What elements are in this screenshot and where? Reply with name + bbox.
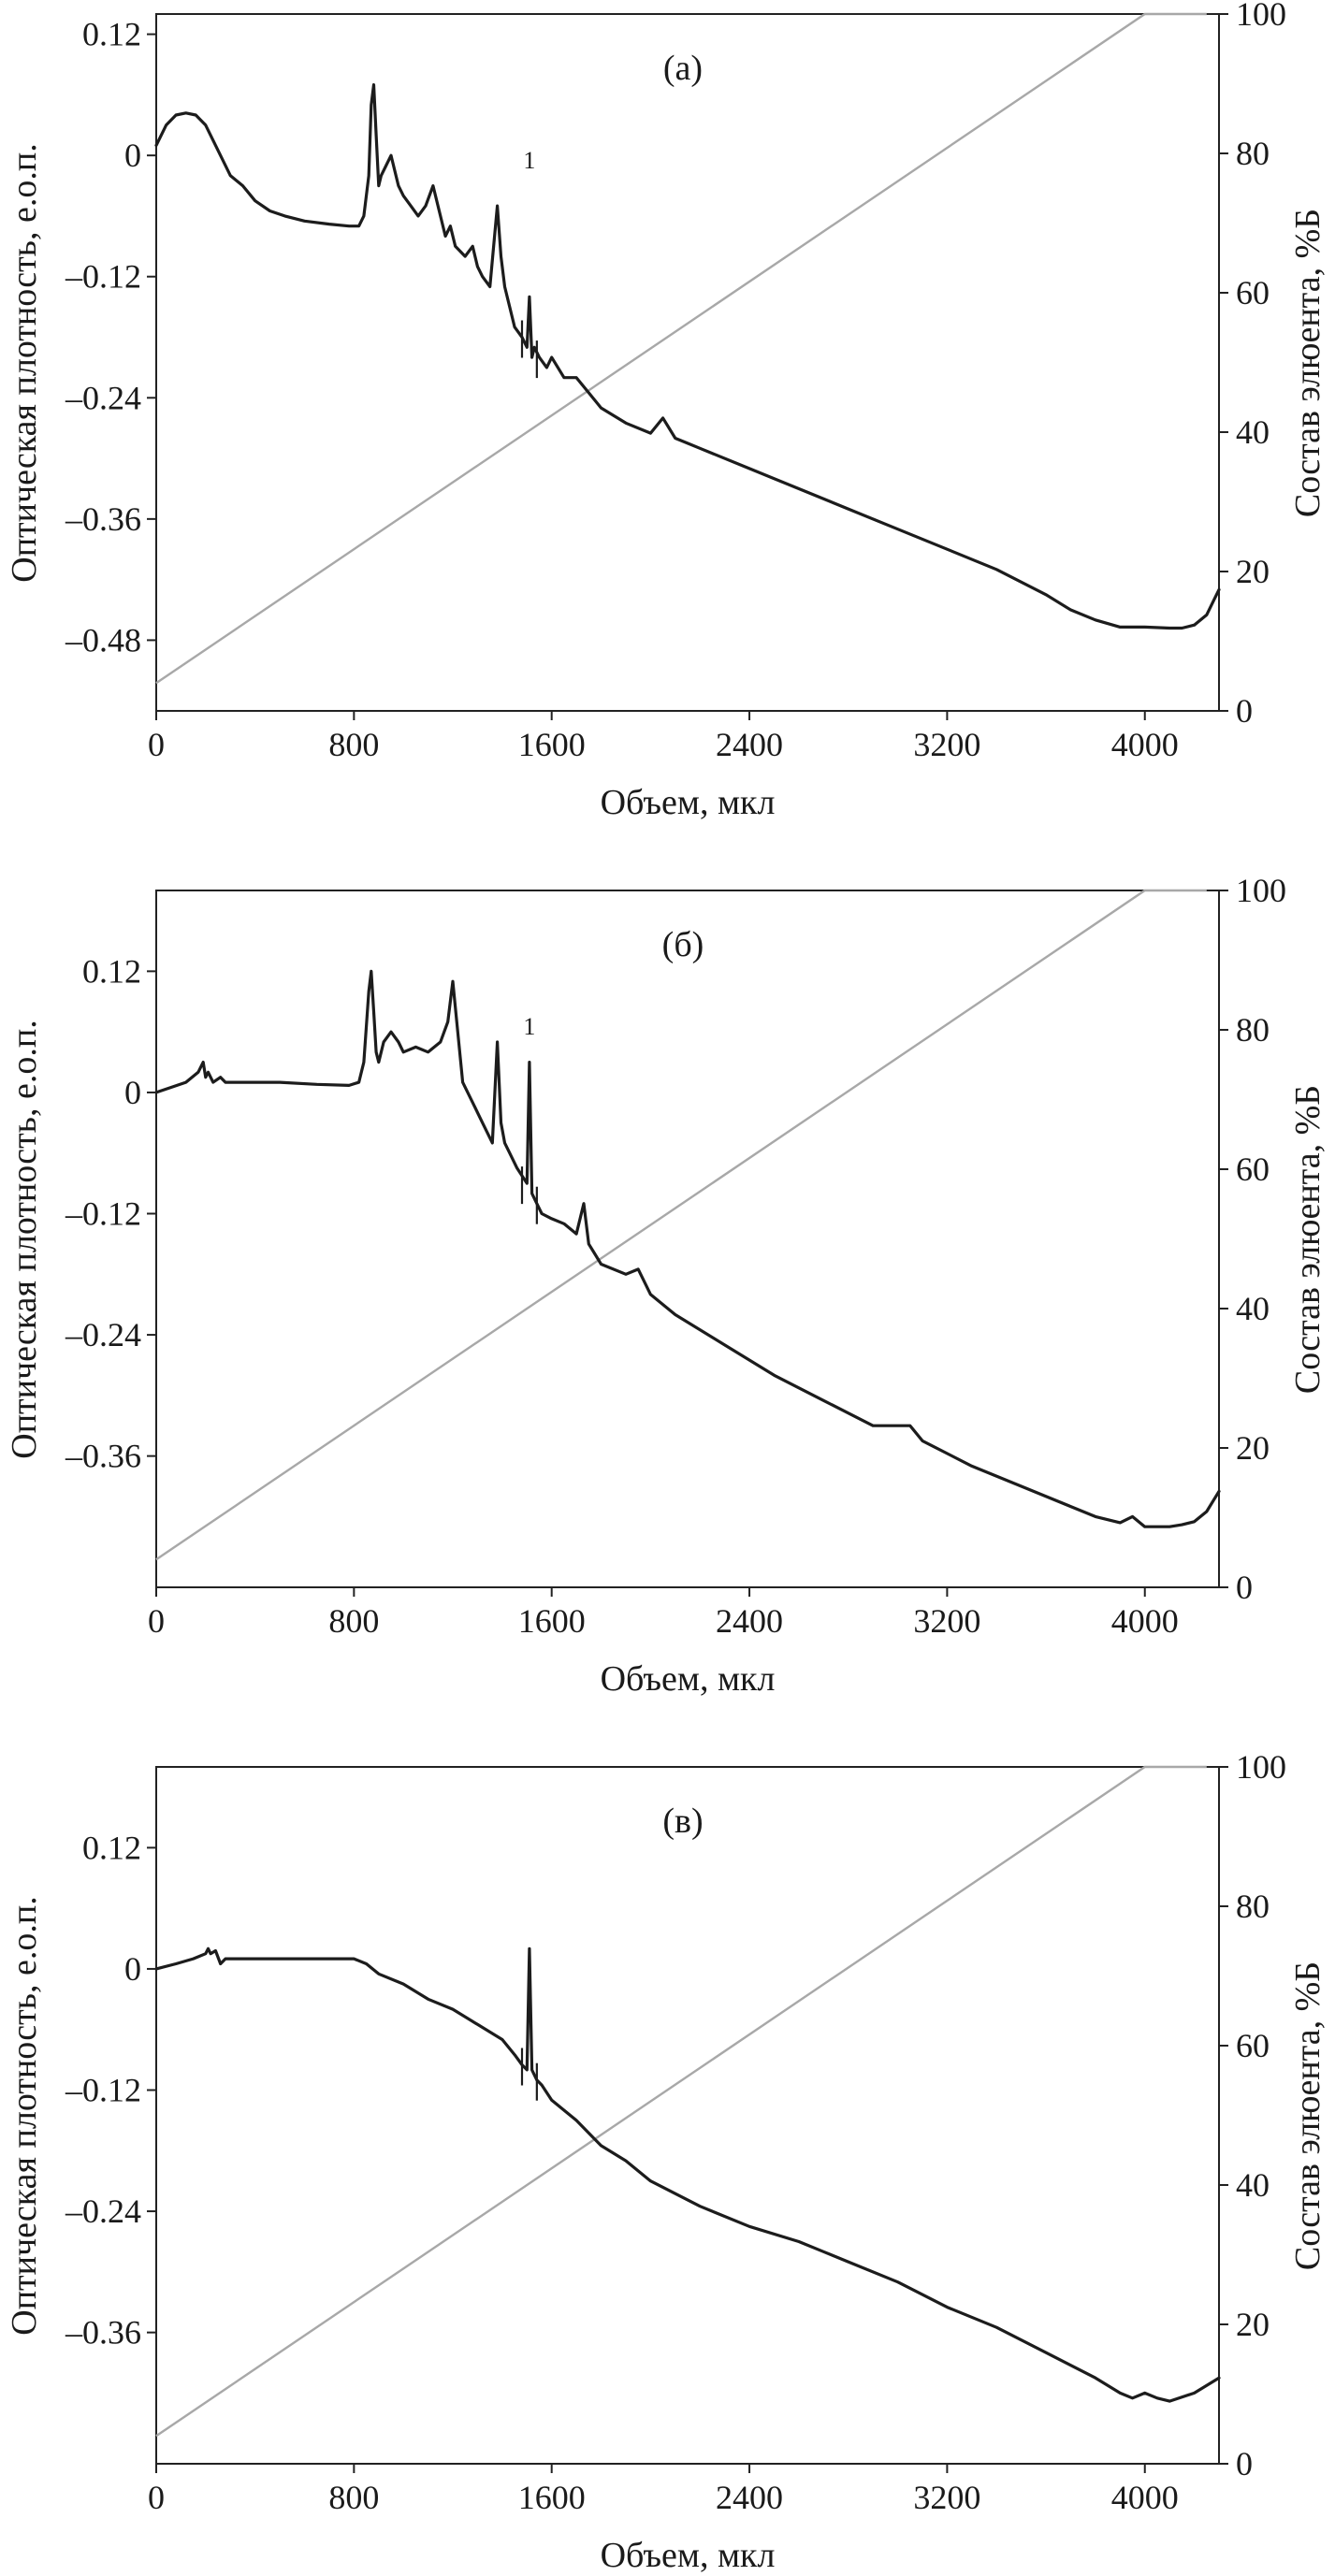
optical-density-trace (154, 83, 1221, 630)
left-y-axis-ticks: 0.12 0 –0.12 –0.24 –0.36 –0.48 (65, 16, 156, 658)
x-axis-title: Объем, мкл (601, 783, 776, 822)
x-tick-label: 800 (328, 2479, 379, 2516)
x-tick-label: 4000 (1111, 2479, 1179, 2516)
x-tick-label: 0 (148, 2479, 165, 2516)
x-axis-ticks: 0 800 1600 2400 3200 4000 (148, 1587, 1179, 1640)
right-y-tick-label: 40 (1236, 1290, 1270, 1327)
right-y-tick-label: 100 (1236, 872, 1286, 909)
left-y-axis-title: Оптическая плотность, е.о.п. (5, 1896, 44, 2335)
plot-frame (155, 1766, 1220, 2465)
x-tick-label: 800 (328, 1602, 379, 1640)
left-y-tick-label: 0 (124, 1950, 141, 1988)
left-y-tick-label: –0.24 (65, 1316, 141, 1353)
x-axis-ticks: 0 800 1600 2400 3200 4000 (148, 711, 1179, 763)
peak-number-label: 1 (523, 147, 535, 174)
peak-annotation-group: 1 (520, 147, 538, 379)
right-y-axis-title: Состав элюента, %Б (1288, 1961, 1328, 2270)
left-y-tick-label: –0.36 (65, 500, 141, 538)
eluent-gradient-line (155, 12, 1207, 685)
optical-density-trace (154, 1946, 1221, 2403)
left-y-axis-title: Оптическая плотность, е.о.п. (5, 143, 44, 582)
x-axis-ticks: 0 800 1600 2400 3200 4000 (148, 2464, 1179, 2516)
left-y-tick-label: 0.12 (82, 1829, 141, 1866)
x-tick-label: 1600 (518, 1602, 586, 1640)
right-y-tick-label: 0 (1236, 692, 1253, 730)
right-y-tick-label: 100 (1236, 0, 1286, 33)
right-y-axis-ticks: 100 80 60 40 20 0 (1219, 1748, 1286, 2482)
right-y-axis-title: Состав элюента, %Б (1288, 209, 1328, 517)
right-y-axis-ticks: 100 80 60 40 20 0 (1219, 872, 1286, 1606)
right-y-tick-label: 60 (1236, 274, 1270, 311)
x-tick-label: 2400 (716, 2479, 783, 2516)
x-tick-label: 0 (148, 1602, 165, 1640)
x-tick-label: 4000 (1111, 726, 1179, 763)
x-tick-label: 2400 (716, 726, 783, 763)
right-y-tick-label: 0 (1236, 2445, 1253, 2482)
x-tick-label: 0 (148, 726, 165, 763)
left-y-axis-ticks: 0.12 0 –0.12 –0.24 –0.36 (65, 1829, 156, 2352)
right-y-tick-label: 60 (1236, 2027, 1270, 2064)
plot-frame (155, 890, 1220, 1588)
x-axis-title: Объем, мкл (601, 2536, 776, 2575)
x-tick-label: 1600 (518, 726, 586, 763)
right-y-tick-label: 0 (1236, 1569, 1253, 1606)
optical-density-trace (154, 969, 1221, 1528)
left-y-tick-label: 0.12 (82, 952, 141, 990)
x-tick-label: 3200 (913, 726, 980, 763)
right-y-tick-label: 20 (1236, 2306, 1270, 2343)
x-tick-label: 800 (328, 726, 379, 763)
left-y-tick-label: –0.48 (65, 621, 141, 658)
right-y-axis-title: Состав элюента, %Б (1288, 1085, 1328, 1394)
right-y-axis-ticks: 100 80 60 40 20 0 (1219, 0, 1286, 730)
right-y-tick-label: 20 (1236, 1429, 1270, 1467)
left-y-tick-label: –0.12 (65, 2072, 141, 2109)
chart-panel-a: 0 800 1600 2400 3200 4000 0.120–0.12–0.24–0.3… (5, 0, 1328, 822)
left-y-tick-label: 0 (124, 137, 141, 174)
left-y-tick-label: –0.12 (65, 258, 141, 296)
left-y-axis-title: Оптическая плотность, е.о.п. (5, 1020, 44, 1458)
x-tick-label: 3200 (913, 2479, 980, 2516)
right-y-tick-label: 20 (1236, 553, 1270, 590)
x-tick-label: 1600 (518, 2479, 586, 2516)
eluent-gradient-line (155, 889, 1207, 1561)
right-y-tick-label: 60 (1236, 1151, 1270, 1188)
left-y-tick-label: –0.24 (65, 2192, 141, 2230)
peak-annotation-group (520, 2048, 538, 2101)
x-tick-label: 2400 (716, 1602, 783, 1640)
plot-frame (155, 13, 1220, 712)
peak-annotation-group: 1 (520, 1013, 538, 1224)
left-y-tick-label: –0.24 (65, 379, 141, 416)
left-y-tick-label: –0.36 (65, 1438, 141, 1475)
peak-number-label: 1 (523, 1013, 535, 1040)
x-axis-title: Объем, мкл (601, 1659, 776, 1699)
panel-label: (б) (662, 925, 704, 964)
chart-panel-c: 0 800 1600 2400 3200 4000 0.120–0.12–0.24–0.3… (5, 1748, 1328, 2575)
right-y-tick-label: 40 (1236, 413, 1270, 451)
eluent-gradient-line (155, 1765, 1207, 2438)
right-y-tick-label: 100 (1236, 1748, 1286, 1786)
panel-label: (в) (662, 1802, 703, 1841)
left-y-tick-label: 0 (124, 1074, 141, 1111)
left-y-tick-label: 0.12 (82, 16, 141, 53)
left-y-tick-label: –0.12 (65, 1195, 141, 1233)
right-y-tick-label: 80 (1236, 1011, 1270, 1049)
x-tick-label: 4000 (1111, 1602, 1179, 1640)
panel-label: (а) (663, 49, 703, 88)
chart-panel-b: 0 800 1600 2400 3200 4000 0.120–0.12–0.24–0.3… (5, 872, 1328, 1699)
left-y-tick-label: –0.36 (65, 2314, 141, 2352)
right-y-tick-label: 80 (1236, 135, 1270, 172)
left-y-axis-ticks: 0.12 0 –0.12 –0.24 –0.36 (65, 952, 156, 1475)
x-tick-label: 3200 (913, 1602, 980, 1640)
right-y-tick-label: 80 (1236, 1888, 1270, 1925)
right-y-tick-label: 40 (1236, 2166, 1270, 2204)
